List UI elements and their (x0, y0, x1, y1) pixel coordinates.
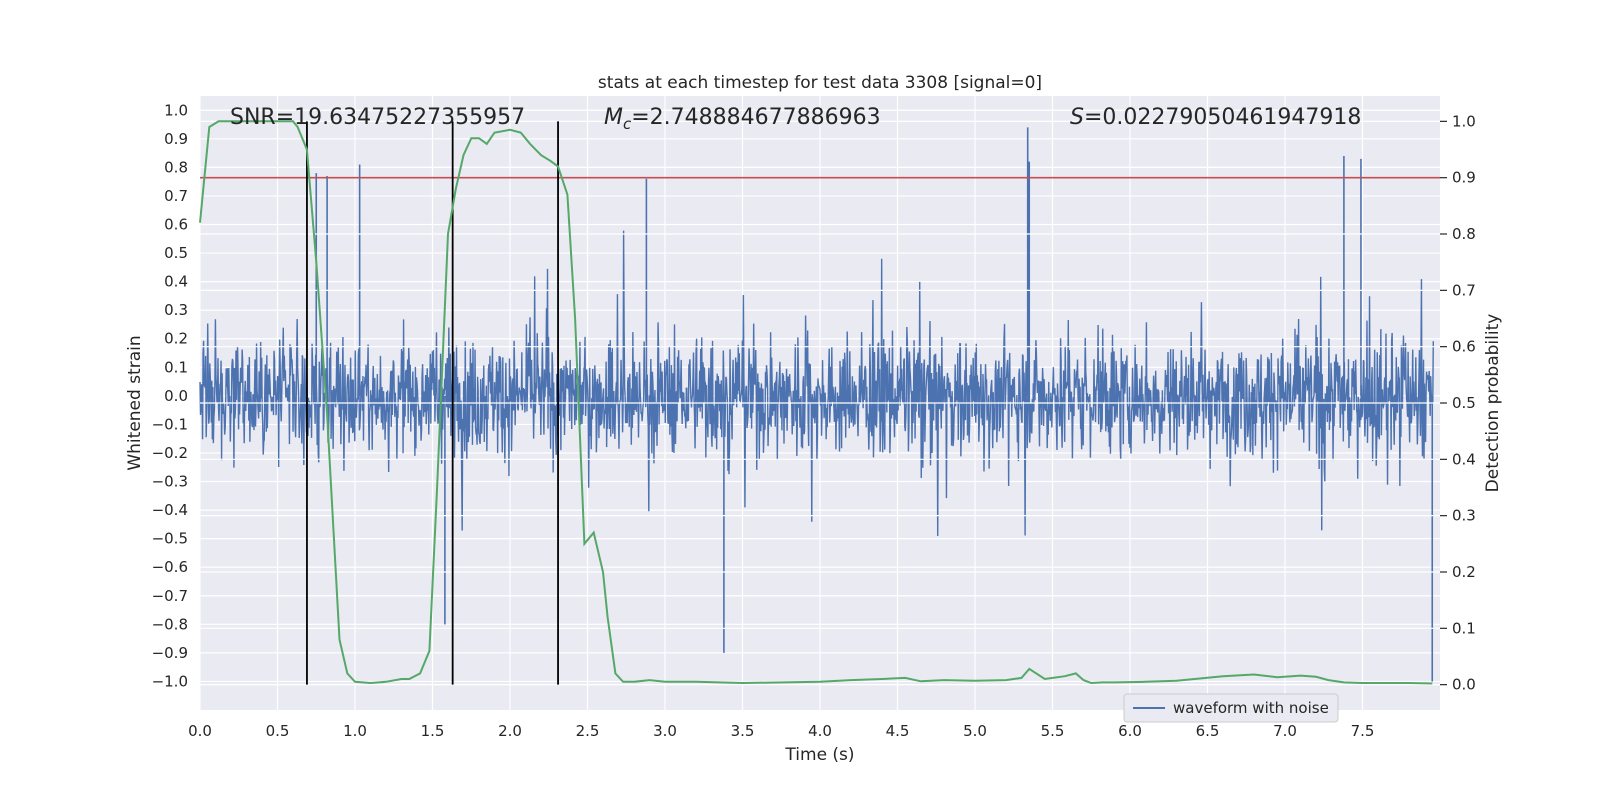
y2-tick-label: 0.3 (1452, 507, 1476, 525)
y2-tick-label: 1.0 (1452, 112, 1476, 130)
y-tick-label: 1.0 (164, 101, 188, 119)
legend-box (1123, 693, 1339, 723)
x-tick-label: 1.5 (421, 722, 445, 740)
y-tick-label: −1.0 (152, 672, 188, 690)
detection-probability-line (199, 120, 1433, 685)
x-tick-label: 5.0 (963, 722, 987, 740)
x-tick-label: 2.0 (498, 722, 522, 740)
y-tick-label: −0.3 (152, 473, 188, 491)
y-tick-label: 0.0 (164, 387, 188, 405)
chart-title: stats at each timestep for test data 330… (598, 73, 1042, 93)
y-tick-label: 0.1 (164, 358, 188, 376)
y-tick-label: 0.7 (164, 187, 188, 205)
x-tick-label: 5.5 (1041, 722, 1065, 740)
y-tick-label: −0.1 (152, 415, 188, 433)
legend-label: waveform with noise (1173, 699, 1329, 717)
y-tick-label: 0.6 (164, 216, 188, 234)
y2-axis-label: Detection probability (1483, 314, 1503, 493)
x-tick-label: 7.0 (1273, 722, 1297, 740)
y-tick-label: 0.2 (164, 330, 188, 348)
detection-markers (306, 121, 559, 685)
x-axis-ticks: 0.0 0.5 1.0 1.5 2.0 2.5 3.0 3.5 4.0 4.5 5.0 5.5 6.0 6… (188, 722, 1374, 740)
x-tick-label: 4.5 (886, 722, 910, 740)
s-annotation: S=0.02279050461947918 (1070, 105, 1361, 130)
legend: waveform with noise (1123, 693, 1339, 723)
x-tick-label: 4.0 (808, 722, 832, 740)
y-tick-label: 0.9 (164, 130, 188, 148)
y2-tick-label: 0.6 (1452, 338, 1476, 356)
chirp-mass-annotation: Mc=2.748884677886963 (604, 105, 881, 133)
y-tick-label: 0.5 (164, 244, 188, 262)
y-tick-label: −0.6 (152, 558, 188, 576)
y2-tick-label: 0.0 (1452, 676, 1476, 694)
waveform-series (199, 127, 1434, 682)
x-tick-label: 3.0 (653, 722, 677, 740)
snr-annotation: SNR=19.63475227355957 (230, 105, 525, 130)
x-axis-label: Time (s) (784, 745, 854, 765)
x-tick-label: 7.5 (1351, 722, 1375, 740)
y-tick-label: 0.8 (164, 158, 188, 176)
y-tick-label: −0.5 (152, 530, 188, 548)
y-tick-label: −0.2 (152, 444, 188, 462)
x-tick-label: 2.5 (576, 722, 600, 740)
y2-tick-label: 0.5 (1452, 394, 1476, 412)
x-tick-label: 3.5 (731, 722, 755, 740)
x-tick-label: 0.5 (266, 722, 290, 740)
y2-tick-label: 0.7 (1452, 281, 1476, 299)
y2-tick-label: 0.8 (1452, 225, 1476, 243)
y2-axis-ticks: 1.0 0.9 0.8 0.7 0.6 0.5 0.4 0.3 0.2 0.1 0.0 (1440, 112, 1476, 694)
x-tick-label: 0.0 (188, 722, 212, 740)
x-tick-label: 1.0 (343, 722, 367, 740)
y2-tick-label: 0.4 (1452, 450, 1476, 468)
y2-tick-label: 0.1 (1452, 619, 1476, 637)
y-tick-label: −0.8 (152, 615, 188, 633)
grid-overlay (200, 120, 1440, 686)
y-axis-label: Whitened strain (125, 335, 145, 470)
y-tick-label: 0.3 (164, 301, 188, 319)
y-axis-ticks: 1.0 0.9 0.8 0.7 0.6 0.5 0.4 0.3 0.2 0.1 0.0 −0.1 −0.… (152, 101, 188, 690)
y2-tick-label: 0.9 (1452, 169, 1476, 187)
y-tick-label: 0.4 (164, 273, 188, 291)
x-tick-label: 6.5 (1196, 722, 1220, 740)
y-tick-label: −0.4 (152, 501, 188, 519)
y-tick-label: −0.7 (152, 587, 188, 605)
y-tick-label: −0.9 (152, 644, 188, 662)
waveform-noise-path (199, 230, 1434, 536)
x-tick-label: 6.0 (1118, 722, 1142, 740)
y2-tick-label: 0.2 (1452, 563, 1476, 581)
